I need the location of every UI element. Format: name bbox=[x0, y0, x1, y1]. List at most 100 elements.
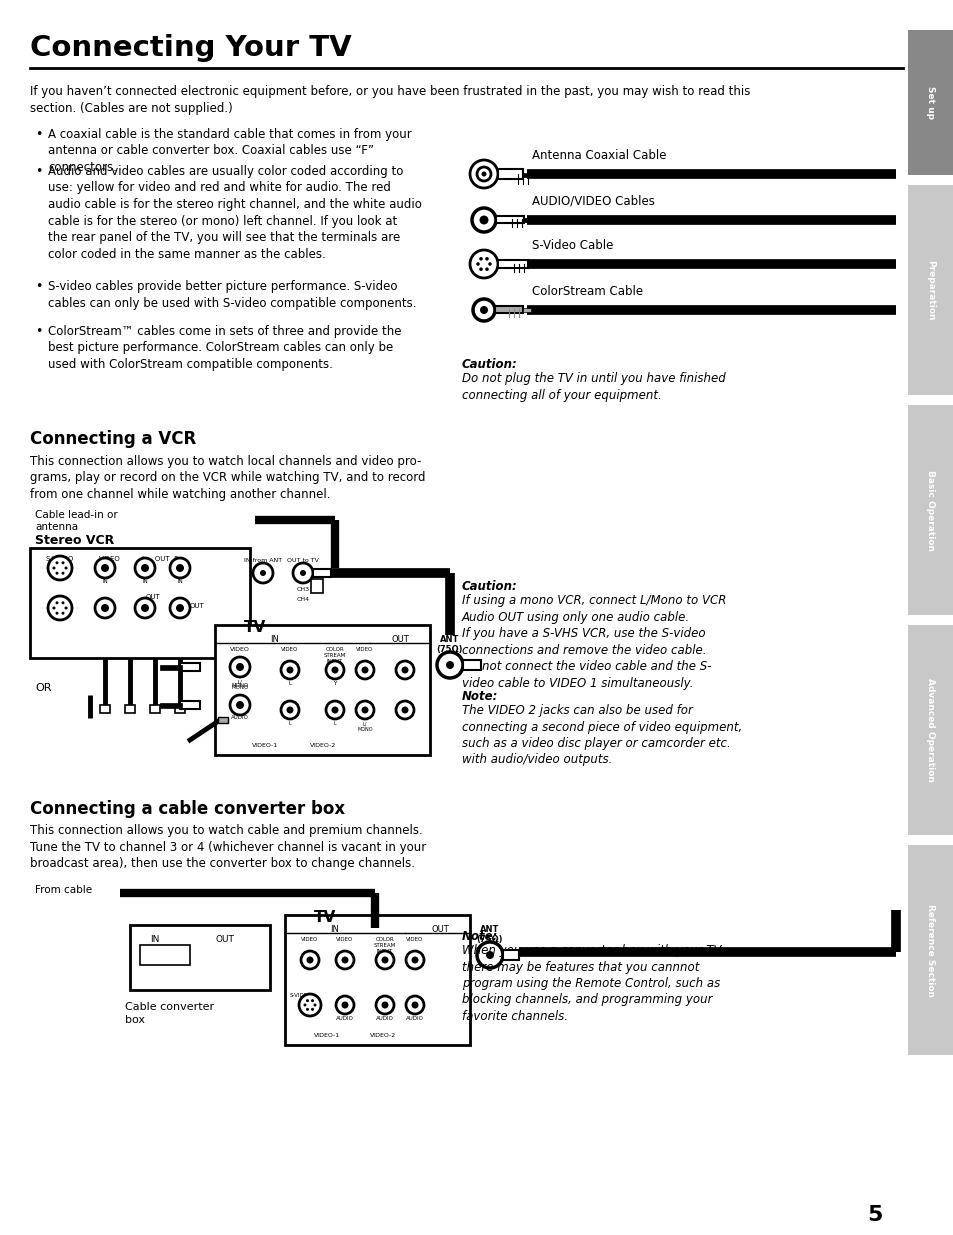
Bar bbox=[311, 579, 323, 593]
Text: VIDEO-1: VIDEO-1 bbox=[314, 1032, 339, 1037]
Circle shape bbox=[301, 951, 318, 969]
Text: VIDEO: VIDEO bbox=[230, 647, 250, 652]
Bar bbox=[125, 705, 135, 713]
Text: ColorStream Cable: ColorStream Cable bbox=[532, 285, 642, 298]
Text: •: • bbox=[35, 280, 42, 293]
Text: box: box bbox=[125, 1015, 145, 1025]
Text: Connecting a cable converter box: Connecting a cable converter box bbox=[30, 800, 345, 818]
Text: Do not plug the TV in until you have finished
connecting all of your equipment.: Do not plug the TV in until you have fin… bbox=[461, 372, 725, 401]
Text: OUT: OUT bbox=[190, 603, 205, 609]
Text: S-video cables provide better picture performance. S-video
cables can only be us: S-video cables provide better picture pe… bbox=[48, 280, 416, 310]
Circle shape bbox=[95, 598, 115, 618]
Circle shape bbox=[381, 1002, 388, 1009]
Text: L: L bbox=[289, 721, 291, 726]
Text: CH3: CH3 bbox=[296, 587, 309, 592]
Text: AUDIO: AUDIO bbox=[406, 1016, 423, 1021]
Bar bbox=[907, 185, 953, 395]
Circle shape bbox=[485, 951, 494, 960]
Circle shape bbox=[175, 564, 184, 572]
Circle shape bbox=[436, 652, 462, 678]
Text: 5: 5 bbox=[866, 1205, 882, 1225]
Bar bbox=[130, 925, 270, 990]
Circle shape bbox=[485, 257, 488, 261]
Circle shape bbox=[230, 657, 250, 677]
Circle shape bbox=[230, 695, 250, 715]
Bar bbox=[522, 308, 531, 312]
Circle shape bbox=[488, 262, 492, 266]
Circle shape bbox=[55, 611, 58, 615]
Text: S-Video Cable: S-Video Cable bbox=[532, 240, 613, 252]
Text: TV: TV bbox=[244, 620, 266, 635]
Circle shape bbox=[341, 1002, 348, 1009]
Text: This connection allows you to watch local channels and video pro-
grams, play or: This connection allows you to watch loca… bbox=[30, 454, 425, 501]
Bar bbox=[462, 659, 480, 671]
Circle shape bbox=[61, 572, 65, 574]
Circle shape bbox=[48, 597, 71, 620]
Circle shape bbox=[286, 706, 294, 714]
Text: Cable lead-in or: Cable lead-in or bbox=[35, 510, 117, 520]
Circle shape bbox=[65, 567, 68, 569]
Text: OUT: OUT bbox=[431, 925, 449, 934]
Text: Caution:: Caution: bbox=[461, 580, 517, 593]
Circle shape bbox=[355, 701, 374, 719]
Circle shape bbox=[335, 995, 354, 1014]
Text: IN: IN bbox=[177, 579, 183, 584]
Circle shape bbox=[331, 706, 338, 714]
Circle shape bbox=[101, 564, 109, 572]
Circle shape bbox=[135, 598, 154, 618]
Circle shape bbox=[281, 661, 298, 679]
Text: Connecting a VCR: Connecting a VCR bbox=[30, 430, 196, 448]
Text: ColorStream™ cables come in sets of three and provide the
best picture performan: ColorStream™ cables come in sets of thre… bbox=[48, 325, 401, 370]
Text: Cable converter: Cable converter bbox=[125, 1002, 213, 1011]
Text: VIDEO-2: VIDEO-2 bbox=[370, 1032, 395, 1037]
Circle shape bbox=[472, 207, 496, 232]
Circle shape bbox=[65, 606, 68, 610]
Circle shape bbox=[355, 661, 374, 679]
Circle shape bbox=[293, 563, 313, 583]
Circle shape bbox=[141, 564, 149, 572]
Circle shape bbox=[470, 161, 497, 188]
Text: IN from ANT: IN from ANT bbox=[244, 558, 282, 563]
Circle shape bbox=[395, 701, 414, 719]
Text: Note:: Note: bbox=[461, 930, 497, 944]
Text: L: L bbox=[334, 721, 336, 726]
Text: If using a mono VCR, connect L/Mono to VCR
Audio OUT using only one audio cable.: If using a mono VCR, connect L/Mono to V… bbox=[461, 594, 725, 689]
Text: VIDEO: VIDEO bbox=[99, 556, 121, 562]
Text: L/
MONO: L/ MONO bbox=[356, 721, 373, 732]
Circle shape bbox=[260, 571, 266, 576]
Text: antenna: antenna bbox=[35, 522, 78, 532]
Circle shape bbox=[478, 268, 482, 270]
Circle shape bbox=[326, 701, 344, 719]
Bar bbox=[907, 625, 953, 835]
Circle shape bbox=[61, 561, 65, 564]
Circle shape bbox=[470, 249, 497, 278]
Circle shape bbox=[406, 951, 423, 969]
Text: VIDEO: VIDEO bbox=[301, 937, 318, 942]
Circle shape bbox=[481, 172, 486, 177]
Circle shape bbox=[303, 1004, 306, 1007]
Text: IN: IN bbox=[271, 635, 279, 643]
Bar bbox=[150, 705, 160, 713]
Bar bbox=[522, 173, 535, 177]
Bar bbox=[496, 216, 523, 224]
Text: The VIDEO 2 jacks can also be used for
connecting a second piece of video equipm: The VIDEO 2 jacks can also be used for c… bbox=[461, 704, 741, 767]
Circle shape bbox=[341, 956, 348, 963]
Text: From cable: From cable bbox=[35, 885, 92, 895]
Text: S-VIDEO: S-VIDEO bbox=[290, 993, 312, 998]
Text: VIDEO-1: VIDEO-1 bbox=[252, 743, 277, 748]
Circle shape bbox=[235, 663, 244, 671]
Circle shape bbox=[401, 667, 408, 673]
Bar bbox=[907, 845, 953, 1055]
Circle shape bbox=[170, 558, 190, 578]
Text: OR: OR bbox=[35, 683, 51, 693]
Circle shape bbox=[286, 667, 294, 673]
Circle shape bbox=[478, 257, 482, 261]
Circle shape bbox=[52, 606, 55, 610]
Text: OUT: OUT bbox=[145, 594, 160, 600]
Text: Antenna Coaxial Cable: Antenna Coaxial Cable bbox=[532, 149, 666, 162]
Circle shape bbox=[411, 956, 418, 963]
Circle shape bbox=[52, 567, 55, 569]
Text: If you haven’t connected electronic equipment before, or you have been frustrate: If you haven’t connected electronic equi… bbox=[30, 85, 750, 115]
Circle shape bbox=[479, 215, 488, 225]
Text: L    OUT  R: L OUT R bbox=[141, 556, 178, 562]
